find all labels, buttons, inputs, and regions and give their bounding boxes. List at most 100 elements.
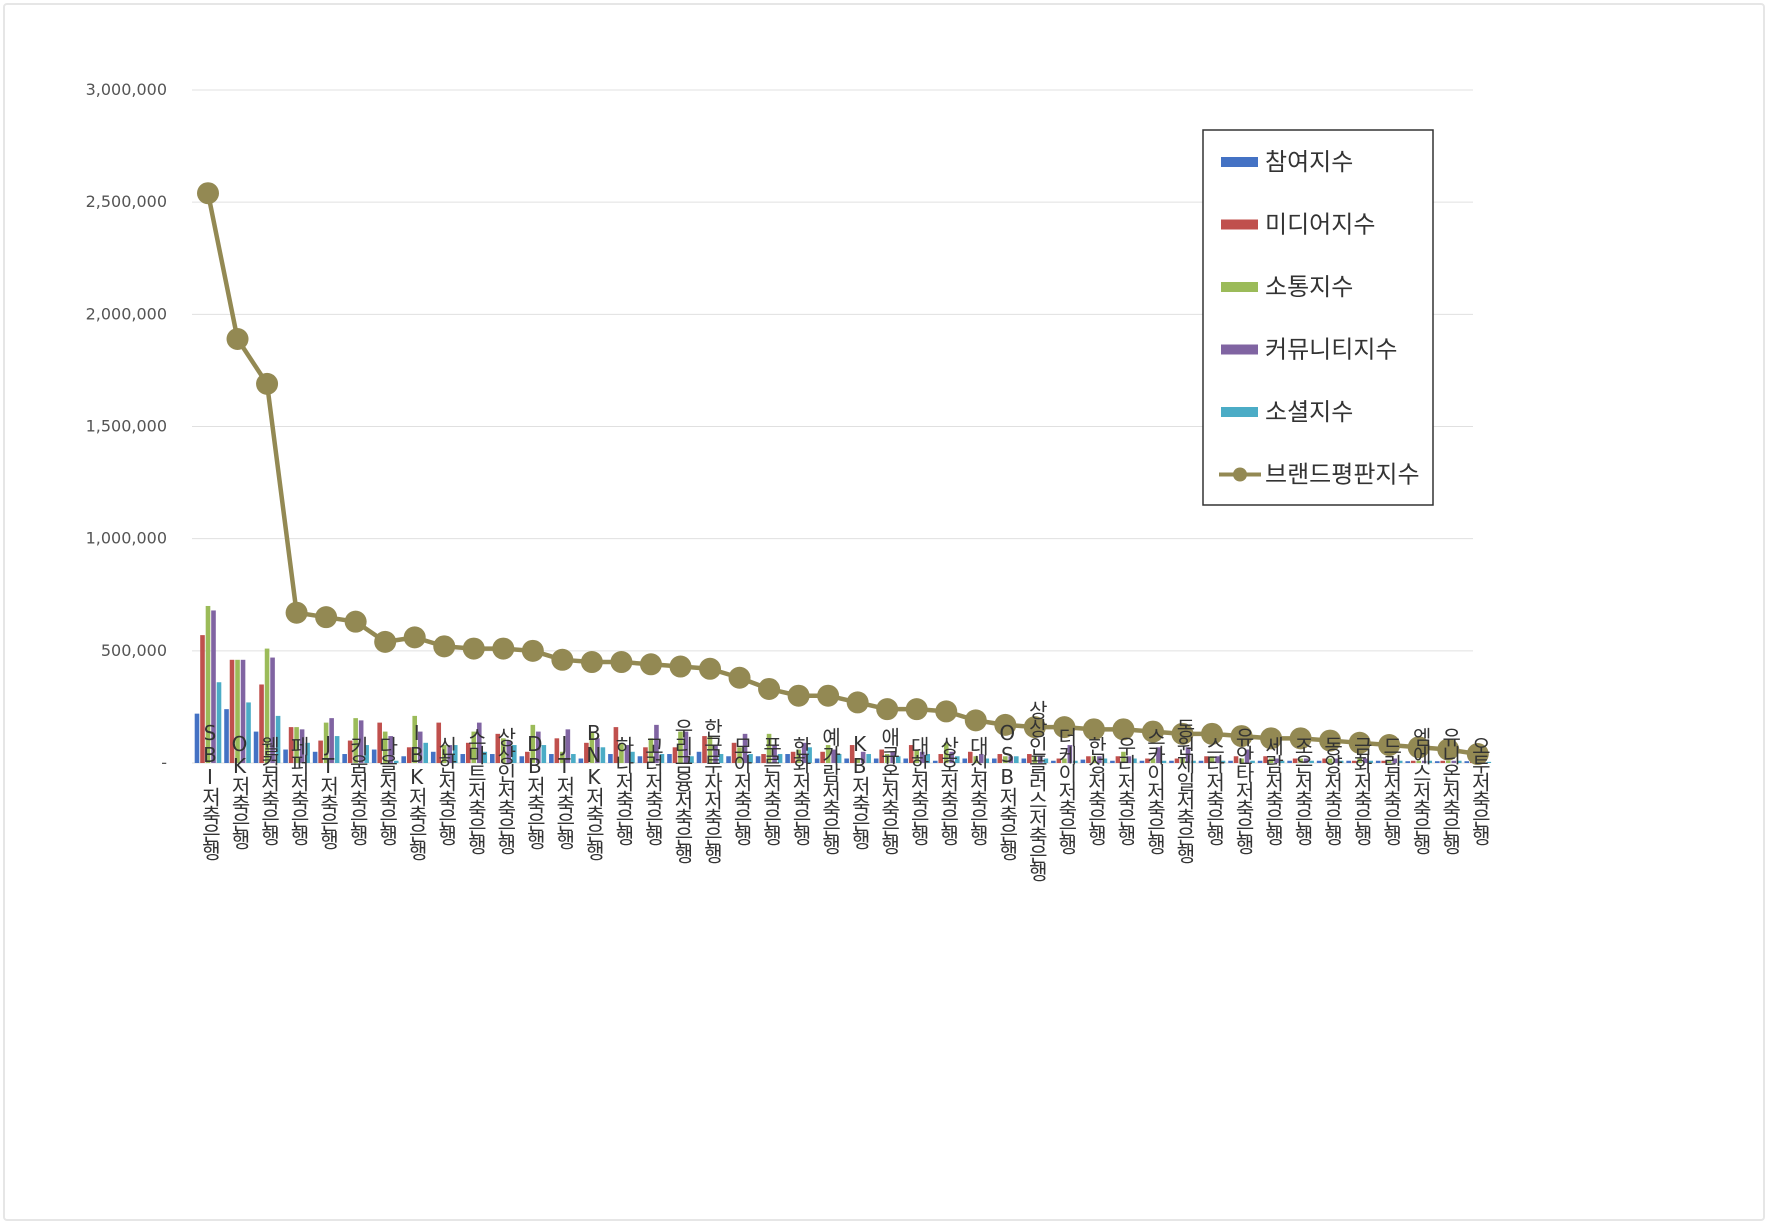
bar [406, 747, 412, 763]
bar [984, 758, 990, 763]
x-tick-label: 신한저축은행 [434, 736, 458, 846]
brand-reputation-line [197, 182, 1489, 766]
bar [1263, 756, 1268, 763]
bar [246, 702, 251, 763]
bar [1357, 758, 1362, 763]
x-tick-label: 스카이저축은행 [1143, 727, 1167, 855]
line-point [1289, 727, 1312, 750]
bar [1097, 756, 1102, 763]
y-tick-label: 2,500,000 [86, 192, 167, 211]
line-point [492, 637, 515, 660]
line-point [256, 372, 279, 395]
bar [1287, 760, 1292, 763]
bar [1456, 760, 1462, 763]
line-point [1023, 716, 1046, 739]
bar [441, 745, 447, 763]
bar [997, 754, 1003, 763]
bar [490, 754, 495, 763]
line-point [1230, 725, 1253, 748]
bar [382, 731, 388, 763]
bar [967, 751, 973, 763]
x-tick-label: 동원제일저축은행 [1172, 718, 1196, 864]
line-point [521, 639, 544, 662]
gridlines [192, 89, 1473, 764]
bar [613, 727, 619, 763]
bar [216, 682, 222, 763]
line-point [610, 651, 633, 674]
bar [495, 733, 501, 763]
line-point [1348, 731, 1371, 754]
bar [1228, 760, 1233, 763]
bar [1292, 758, 1298, 763]
bar [801, 742, 807, 763]
bar [825, 745, 831, 763]
bar [323, 722, 329, 763]
x-tick-label: SBI저축은행 [198, 721, 222, 861]
bar [973, 756, 979, 763]
bar [417, 731, 423, 763]
bar [377, 722, 382, 763]
x-tick-label: BNK저축은행 [582, 721, 606, 861]
x-tick-label: OSB저축은행 [995, 721, 1019, 861]
bar [689, 756, 694, 763]
bar [1381, 760, 1386, 763]
x-tick-label: 대신저축은행 [966, 736, 990, 846]
x-tick-label: 푸른저축은행 [759, 736, 783, 846]
bar [264, 648, 270, 763]
bar [1003, 756, 1008, 763]
line-point [1466, 743, 1489, 766]
bar [908, 745, 914, 763]
bar [919, 751, 925, 763]
x-tick-label: 상상인플러스저축은행 [1025, 700, 1049, 882]
bar [895, 756, 901, 763]
bar [460, 754, 466, 763]
bar [571, 754, 576, 763]
bar [1257, 760, 1263, 763]
bar [914, 749, 920, 763]
bar [1375, 760, 1381, 763]
bar [1279, 760, 1285, 763]
bar [536, 731, 541, 763]
bar [643, 747, 648, 763]
bar [334, 736, 340, 763]
legend-marker [1233, 467, 1247, 482]
bar [1220, 760, 1226, 763]
bar [766, 733, 772, 763]
line-point [226, 328, 249, 351]
bar [1132, 758, 1137, 763]
bar [482, 751, 488, 763]
bar [205, 605, 211, 763]
bar [1451, 760, 1457, 763]
bar [1051, 760, 1056, 763]
bar [1346, 760, 1351, 763]
x-tick-label: JT저축은행 [316, 732, 340, 850]
y-tick-label: - [161, 753, 167, 772]
bar [1086, 756, 1091, 763]
bar [737, 747, 742, 763]
bar [1333, 758, 1338, 763]
bar [1008, 756, 1014, 763]
bar [299, 729, 305, 763]
x-tick-label: 유안타저축은행 [1232, 727, 1256, 855]
bar [430, 751, 436, 763]
line-point [1437, 738, 1460, 761]
x-tick-label: 한화저축은행 [789, 736, 813, 846]
bar [1464, 761, 1470, 763]
x-tick-label: 우리저축은행 [1113, 736, 1137, 846]
bar [1027, 754, 1032, 763]
bar [1115, 756, 1121, 763]
bar [1067, 745, 1073, 763]
x-tick-label: JT저축은행 [552, 732, 576, 850]
bar [667, 754, 672, 763]
x-tick-label: 엠에스저축은행 [1409, 727, 1433, 855]
bar [718, 754, 724, 763]
bar [1250, 760, 1255, 763]
bar [519, 756, 525, 763]
line-point [876, 698, 899, 721]
bar [1169, 760, 1174, 763]
legend-swatch [1221, 407, 1258, 417]
bar [742, 733, 748, 763]
bar [777, 754, 783, 763]
line-point [1053, 716, 1076, 739]
x-tick-label: 한국투자저축은행 [700, 718, 724, 864]
